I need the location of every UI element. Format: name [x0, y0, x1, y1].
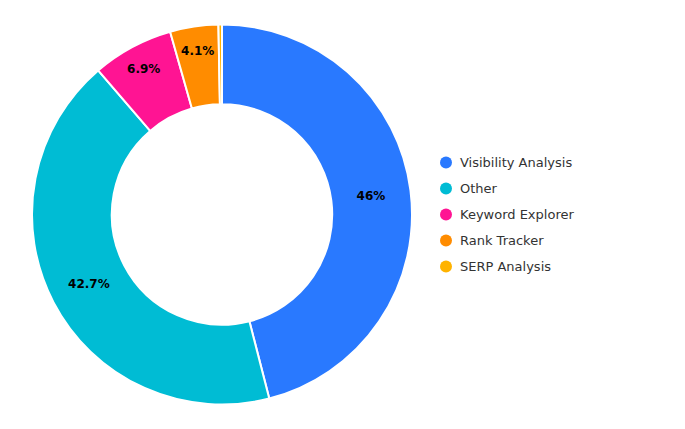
legend-label: Other: [460, 181, 498, 196]
slice: [218, 25, 222, 105]
legend-item: SERP Analysis: [440, 259, 551, 274]
legend-item: Rank Tracker: [440, 233, 544, 248]
slice: [170, 25, 220, 109]
legend-swatch: [440, 157, 452, 169]
data-label: 6.9%: [127, 62, 160, 76]
data-label: 42.7%: [68, 277, 110, 291]
pie: 46% 42.7% 6.9% 4.1%: [32, 25, 412, 405]
legend-swatch: [440, 235, 452, 247]
legend-label: Visibility Analysis: [460, 155, 572, 170]
legend-swatch: [440, 183, 452, 195]
legend-item: Keyword Explorer: [440, 207, 574, 222]
data-label: 46%: [357, 189, 386, 203]
legend-label: SERP Analysis: [460, 259, 551, 274]
chart: 46% 42.7% 6.9% 4.1% Visibility Analysis Other…: [0, 0, 685, 429]
legend-swatch: [440, 209, 452, 221]
legend-swatch: [440, 261, 452, 273]
legend: Visibility Analysis Other Keyword Explorer…: [440, 155, 574, 274]
legend-label: Keyword Explorer: [460, 207, 574, 222]
legend-label: Rank Tracker: [460, 233, 544, 248]
legend-item: Visibility Analysis: [440, 155, 572, 170]
data-label: 4.1%: [181, 44, 214, 58]
legend-item: Other: [440, 181, 498, 196]
